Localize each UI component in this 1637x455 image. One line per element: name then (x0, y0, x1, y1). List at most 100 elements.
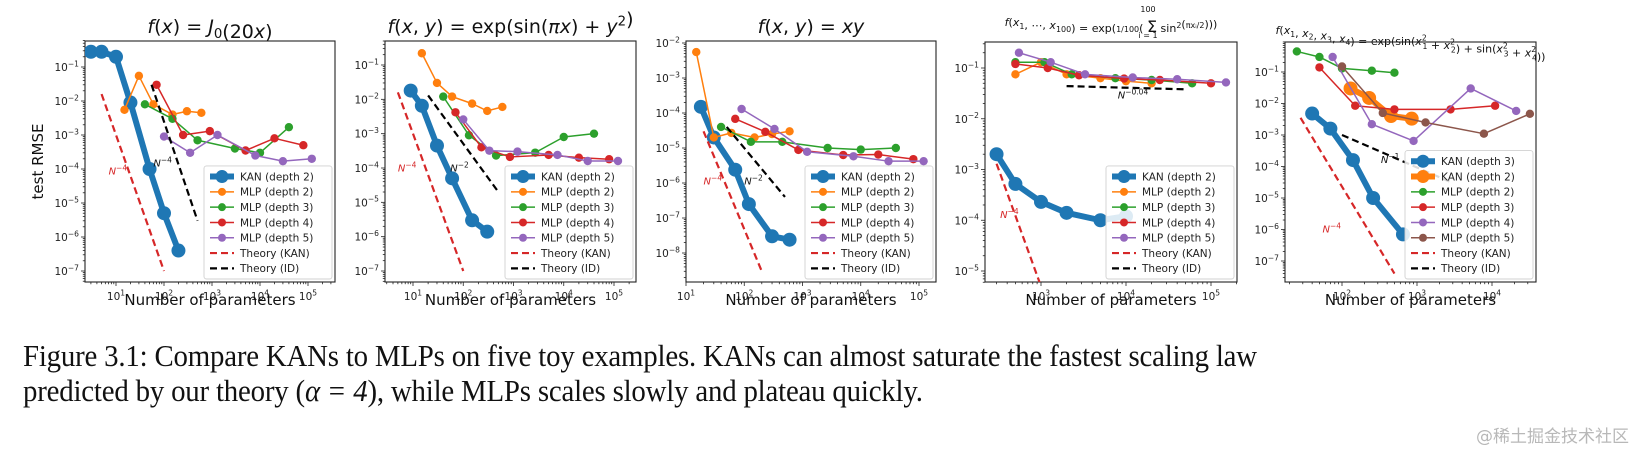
legend-label: Theory (KAN) (1141, 248, 1212, 260)
data-point (1187, 79, 1197, 88)
data-point (1525, 109, 1535, 119)
legend: KAN (depth 2) MLP (depth 2) MLP (depth 3) M… (504, 165, 634, 280)
data-point (140, 100, 150, 109)
legend-marker (1120, 233, 1128, 242)
legend-label: MLP (depth 5) (240, 233, 313, 245)
sum-lower-limit: i = 1 (1138, 31, 1157, 40)
data-point (465, 213, 480, 228)
data-point (1351, 101, 1360, 110)
series-mlp-depth-4 (731, 114, 918, 164)
x-tick-label: 101 (107, 288, 125, 303)
series-line (396, 91, 465, 272)
data-point (159, 132, 169, 141)
data-point (613, 156, 623, 166)
data-point (1008, 176, 1023, 191)
legend-entry: KAN (depth 2) (1112, 170, 1216, 183)
data-point (891, 143, 901, 153)
series-theory-kan (1299, 117, 1396, 275)
series-line (740, 108, 925, 162)
x-tick-label: 105 (910, 288, 928, 303)
data-point (185, 148, 195, 157)
x-tick-label: 102 (735, 288, 753, 303)
subplot-5: f(x1, x2, x3, x4) = exp(sin(x2 1 + x2 2) +… (1254, 24, 1545, 309)
legend-entry: MLP (depth 4) (1112, 217, 1215, 229)
y-tick-label: 10−4 (655, 105, 680, 120)
x-tick-label: 105 (1202, 288, 1220, 303)
data-point (765, 229, 780, 244)
data-point (1128, 73, 1137, 82)
y-tick-label: 10−4 (354, 160, 379, 175)
data-point (1172, 75, 1182, 84)
legend-entry: MLP (depth 2) (811, 187, 914, 199)
x-tick-label: 104 (555, 288, 573, 303)
x-axis-label: Number of parameters (425, 291, 596, 309)
x-axis-label: Number of parameters (725, 291, 896, 309)
data-point (1421, 118, 1430, 127)
data-point (1323, 121, 1338, 136)
series-mlp-depth-4 (451, 108, 614, 164)
legend-label: KAN (depth 3) (1441, 156, 1515, 168)
legend-marker (218, 203, 226, 212)
data-point (1305, 106, 1320, 121)
legend-entry: MLP (depth 5) (210, 233, 313, 245)
legend-label: Theory (ID) (1440, 263, 1500, 275)
data-point (1093, 213, 1108, 228)
legend-label: MLP (depth 4) (240, 217, 313, 229)
data-point (1011, 59, 1020, 69)
y-tick-label: 10−5 (354, 195, 379, 210)
x-tick-label: 105 (605, 288, 623, 303)
data-point (505, 152, 515, 162)
data-point (709, 133, 718, 142)
y-tick-label: 10−1 (954, 60, 979, 75)
y-tick-label: 10−4 (1254, 159, 1279, 174)
series-line (87, 48, 182, 254)
data-point (168, 114, 177, 123)
y-tick-label: 10−1 (354, 57, 379, 72)
data-point (120, 105, 129, 115)
legend-label: MLP (depth 3) (1441, 202, 1514, 214)
caption-alpha: α = 4 (304, 373, 368, 408)
scaling-annotation: N−2 (450, 160, 469, 174)
data-point (447, 92, 457, 101)
legend-label: MLP (depth 2) (841, 187, 914, 199)
series-mlp-depth-5 (459, 115, 623, 166)
data-point (1490, 101, 1500, 110)
data-point (909, 154, 918, 164)
subplot-title: f(x) = J0(20x) (147, 16, 272, 43)
legend-entry: MLP (depth 3) (511, 202, 614, 214)
legend-entry: KAN (depth 2) (1411, 170, 1515, 183)
y-tick-label: 10−4 (54, 161, 79, 176)
x-tick-label: 101 (677, 288, 695, 303)
y-tick-label: 10−3 (655, 70, 680, 85)
series-theory-id (1066, 84, 1186, 91)
data-point (884, 156, 893, 166)
plot-area (989, 48, 1231, 282)
legend-frame (1404, 150, 1534, 280)
y-tick-label: 10−5 (1254, 190, 1279, 205)
legend-marker (519, 203, 527, 212)
data-point (477, 143, 486, 152)
series-line (1018, 51, 1227, 84)
x-axis-label: Number of parameters (1325, 291, 1496, 309)
y-tick-label: 10−2 (1254, 96, 1279, 111)
data-point (213, 130, 222, 140)
data-point (785, 127, 794, 136)
data-point (299, 141, 308, 150)
data-point (1367, 120, 1377, 129)
legend: KAN (depth 3) KAN (depth 2) MLP (depth 2) M… (1404, 150, 1534, 280)
legend-label: KAN (depth 2) (841, 171, 915, 183)
y-tick-label: 10−2 (655, 35, 680, 50)
legend-entry: MLP (depth 4) (511, 217, 614, 229)
series-kan-depth-2 (693, 99, 797, 247)
data-point (109, 49, 123, 64)
series-mlp-depth-5 (1014, 48, 1231, 87)
data-point (480, 224, 495, 239)
y-tick-label: 10−5 (655, 140, 680, 155)
x-tick-label: 104 (852, 288, 870, 303)
legend: KAN (depth 2) MLP (depth 2) MLP (depth 3) M… (804, 165, 934, 280)
scaling-annotation: N−1 (1381, 152, 1400, 166)
legend-entry: MLP (depth 2) (511, 187, 614, 199)
legend-marker (1419, 218, 1427, 227)
series-line (454, 111, 610, 160)
legend-entry: Theory (KAN) (1411, 248, 1511, 260)
